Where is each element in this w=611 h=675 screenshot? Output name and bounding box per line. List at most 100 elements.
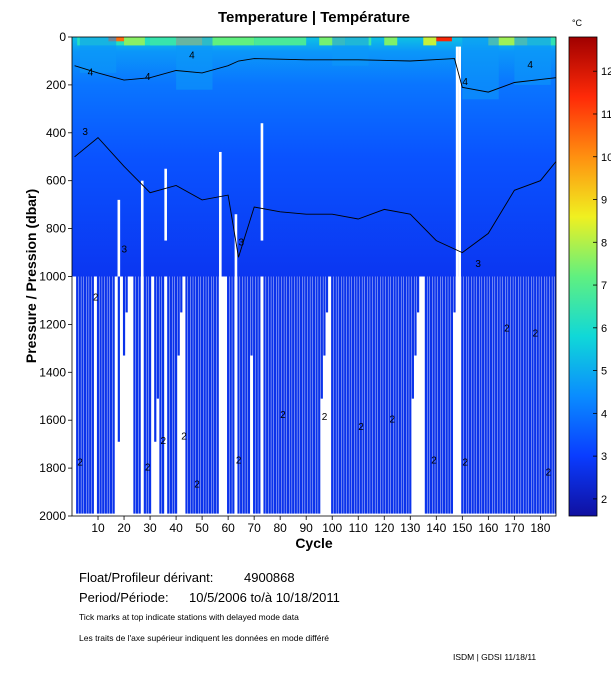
profile-bar xyxy=(443,276,446,514)
surface-warm-patch xyxy=(108,37,138,42)
profile-bar xyxy=(310,276,313,514)
contour-label: 2 xyxy=(181,431,187,442)
profile-bar xyxy=(375,276,378,514)
profile-bar xyxy=(281,276,284,514)
y-tick-label: 1400 xyxy=(39,365,66,379)
y-tick-label: 1800 xyxy=(39,461,66,475)
contour-label: 2 xyxy=(431,455,437,466)
missing-profile-gap xyxy=(234,214,238,277)
missing-profile-gap xyxy=(455,46,459,277)
profile-bar xyxy=(476,276,480,514)
profile-bar xyxy=(487,276,490,514)
profile-bar xyxy=(440,276,443,514)
y-tick-label: 0 xyxy=(59,30,66,44)
profile-bar xyxy=(81,276,84,514)
y-axis-label: Pressure / Pression (dbar) xyxy=(23,189,39,363)
x-tick-label: 180 xyxy=(530,521,550,535)
y-tick-label: 1600 xyxy=(39,413,66,427)
profile-bar xyxy=(479,276,482,514)
profile-bar xyxy=(237,276,240,514)
profile-bar xyxy=(232,276,235,514)
profile-bar xyxy=(463,276,467,514)
profile-bar xyxy=(96,276,100,514)
profile-bar xyxy=(474,276,477,514)
profile-bar xyxy=(193,276,196,514)
profile-bar xyxy=(502,276,506,514)
profile-bar xyxy=(367,276,370,514)
profile-bar xyxy=(292,276,295,514)
profile-bar xyxy=(156,276,159,399)
profile-bar xyxy=(466,276,469,514)
x-axis-label: Cycle xyxy=(295,535,333,551)
profile-bar xyxy=(336,276,339,514)
contour-label: 2 xyxy=(93,292,99,303)
profile-bar xyxy=(216,276,219,514)
profile-bar xyxy=(203,276,206,514)
float-id: 4900868 xyxy=(244,570,295,585)
contour-label: 2 xyxy=(358,422,364,433)
missing-profile-gap xyxy=(140,180,144,277)
x-tick-label: 10 xyxy=(91,521,105,535)
profile-bar xyxy=(409,276,412,514)
profile-bar xyxy=(174,276,178,514)
profile-bar xyxy=(549,276,552,514)
profile-bar xyxy=(351,276,355,514)
profile-bar xyxy=(388,276,391,514)
profile-bar xyxy=(489,276,493,514)
profile-bar xyxy=(505,276,508,514)
profile-bar xyxy=(331,276,334,514)
profile-bar xyxy=(398,276,401,514)
profile-bar xyxy=(531,276,534,514)
profile-bar xyxy=(102,276,105,514)
profile-bar xyxy=(187,276,191,514)
missing-profile-gap xyxy=(117,199,121,277)
profile-bar xyxy=(539,276,542,514)
profile-bar xyxy=(245,276,248,514)
profile-bar xyxy=(185,276,188,514)
profile-bar xyxy=(437,276,441,514)
profile-bar xyxy=(263,276,266,514)
x-tick-label: 120 xyxy=(374,521,394,535)
profile-bar xyxy=(154,276,157,442)
profile-bar xyxy=(333,276,336,514)
profile-bar xyxy=(515,276,519,514)
colorbar-tick-label: 4 xyxy=(601,408,607,420)
x-tick-label: 90 xyxy=(300,521,314,535)
profile-bar xyxy=(99,276,102,514)
contour-label: 4 xyxy=(88,67,94,78)
profile-bar xyxy=(497,276,500,514)
profile-bar xyxy=(448,276,451,514)
profile-bar xyxy=(240,276,243,514)
profile-bar xyxy=(526,276,529,514)
near-surface-layer xyxy=(462,37,499,100)
profile-bar xyxy=(427,276,430,514)
profile-bar xyxy=(528,276,532,514)
profile-bar xyxy=(315,276,318,514)
contour-label: 2 xyxy=(280,410,286,421)
surface-warm-patch xyxy=(488,37,528,46)
profile-bar xyxy=(500,276,503,514)
contour-label: 2 xyxy=(322,412,328,423)
y-tick-label: 1000 xyxy=(39,270,66,284)
profile-bar xyxy=(364,276,368,514)
profile-bar xyxy=(354,276,357,514)
profile-bar xyxy=(492,276,495,514)
profile-bar xyxy=(482,276,485,514)
contour-label: 3 xyxy=(121,245,127,256)
x-tick-label: 30 xyxy=(143,521,157,535)
profile-bar xyxy=(198,276,201,514)
contour-line-4c xyxy=(74,58,556,93)
profile-bar xyxy=(429,276,433,514)
profile-bar xyxy=(206,276,209,514)
profile-bar xyxy=(471,276,474,514)
contour-label: 2 xyxy=(533,328,539,339)
y-tick-label: 2000 xyxy=(39,509,66,523)
x-tick-label: 100 xyxy=(322,521,342,535)
profile-bar xyxy=(172,276,175,514)
colorbar-tick-label: 10 xyxy=(601,152,611,164)
x-tick-label: 170 xyxy=(504,521,524,535)
x-tick-label: 20 xyxy=(117,521,131,535)
profile-bar xyxy=(169,276,172,514)
colorbar-tick-label: 2 xyxy=(601,494,607,506)
colorbar-tick-label: 3 xyxy=(601,451,607,463)
